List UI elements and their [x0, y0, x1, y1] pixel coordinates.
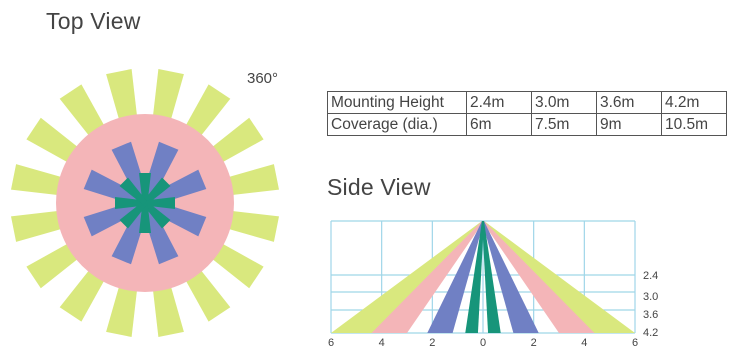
x-tick-label: 6 — [632, 337, 638, 349]
side-view-beams — [331, 221, 635, 333]
table-cell: 3.0m — [531, 91, 597, 114]
height-label: 3.0 — [643, 291, 658, 303]
x-tick-label: 6 — [328, 337, 334, 349]
row-label: Coverage (dia.) — [327, 113, 467, 136]
table-cell: 9m — [596, 113, 662, 136]
side-beam — [482, 221, 635, 333]
blue-beam — [83, 198, 147, 237]
blue-beam — [140, 141, 179, 205]
side-beam — [482, 221, 539, 333]
side-view-title: Side View — [327, 174, 431, 200]
green-beam — [143, 201, 171, 229]
x-tick-label: 2 — [429, 337, 435, 349]
side-beam — [331, 221, 484, 333]
blue-beam — [143, 198, 207, 237]
row-label: Mounting Height — [327, 91, 467, 114]
side-beam — [465, 221, 484, 333]
side-beam — [482, 221, 501, 333]
blue-beam — [143, 169, 207, 208]
blue-beam — [111, 201, 150, 265]
table-cell: 10.5m — [661, 113, 727, 136]
green-beam — [119, 177, 147, 205]
table-cell: 2.4m — [466, 91, 532, 114]
blue-beam — [111, 141, 150, 205]
side-beam — [482, 221, 595, 333]
side-beam — [427, 221, 484, 333]
blue-beam — [83, 169, 147, 208]
x-tick-label: 4 — [581, 337, 587, 349]
table-row: Mounting Height 2.4m 3.0m 3.6m 4.2m — [327, 91, 727, 114]
height-label: 3.6 — [643, 309, 658, 321]
coverage-angle-label: 360° — [247, 70, 279, 87]
top-view-title: Top View — [46, 8, 141, 34]
x-tick-label: 0 — [480, 337, 486, 349]
x-tick-label: 2 — [531, 337, 537, 349]
green-beams — [115, 173, 175, 233]
side-beam — [371, 221, 484, 333]
blue-beams — [83, 141, 207, 265]
x-tick-label: 4 — [379, 337, 385, 349]
blue-beam — [140, 201, 179, 265]
green-beam — [143, 177, 171, 205]
top-view-coverage-diagram — [11, 69, 279, 337]
specification-table: Mounting Height 2.4m 3.0m 3.6m 4.2m Cove… — [327, 91, 727, 136]
table-cell: 7.5m — [531, 113, 597, 136]
side-view-coverage-diagram: 6 4 2 0 2 4 6 2.4 3.0 3.6 4.2 — [328, 220, 658, 349]
green-beam — [119, 201, 147, 229]
side-view-labels: 6 4 2 0 2 4 6 2.4 3.0 3.6 4.2 — [328, 270, 658, 349]
table-cell: 6m — [466, 113, 532, 136]
height-label: 2.4 — [643, 270, 658, 282]
table-row: Coverage (dia.) 6m 7.5m 9m 10.5m — [327, 113, 727, 136]
table-cell: 3.6m — [596, 91, 662, 114]
table-cell: 4.2m — [661, 91, 727, 114]
height-label: 4.2 — [643, 327, 658, 339]
